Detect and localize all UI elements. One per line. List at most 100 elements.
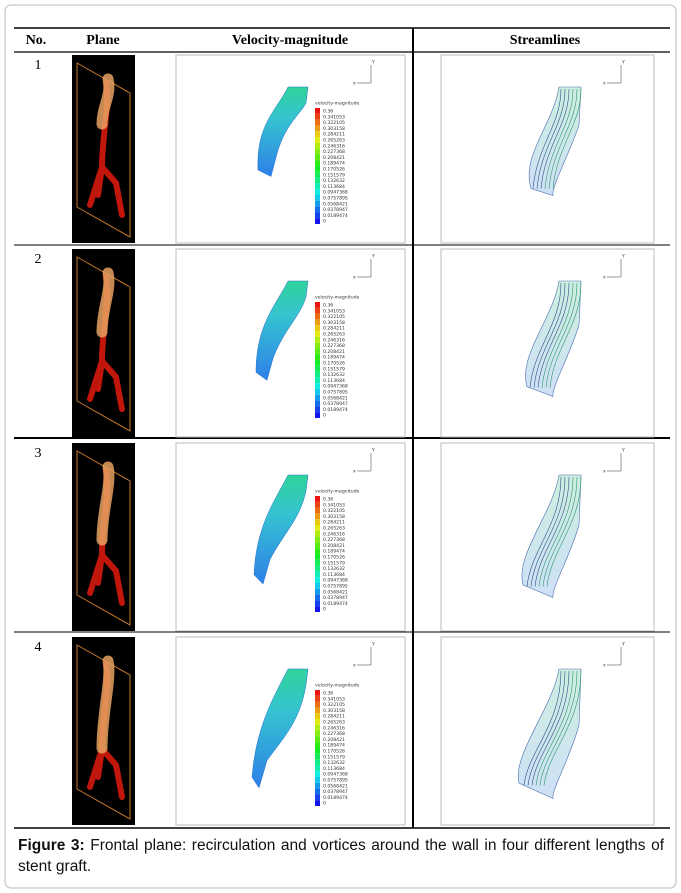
legend-label: 0.265263 xyxy=(323,138,345,144)
colorbar-swatch xyxy=(315,319,320,325)
axis-label: Y xyxy=(371,60,375,66)
colorbar-swatch xyxy=(315,531,320,537)
row-number: 4 xyxy=(35,640,42,655)
colorbar-swatch xyxy=(315,713,320,719)
legend-label: 0.246316 xyxy=(323,143,345,149)
legend-label: 0 xyxy=(323,801,326,807)
legend-label: 0.132632 xyxy=(323,178,345,184)
legend-title: velocity-magnitude xyxy=(315,683,360,689)
colorbar-swatch xyxy=(315,160,320,166)
axis-label: x xyxy=(353,82,356,87)
axis-label: x xyxy=(603,664,606,669)
legend-label: 0.36 xyxy=(323,497,333,503)
colorbar-swatch xyxy=(315,566,320,572)
legend-label: 0.0378947 xyxy=(323,207,348,213)
legend-label: 0.0757895 xyxy=(323,390,348,396)
legend-label: 0.246316 xyxy=(323,337,345,343)
colorbar-swatch xyxy=(315,337,320,343)
colorbar-swatch xyxy=(315,719,320,725)
legend-label: 0.341053 xyxy=(323,696,345,702)
colorbar-swatch xyxy=(315,377,320,383)
legend-label: 0.132632 xyxy=(323,760,345,766)
axis-label: Y xyxy=(621,254,625,260)
colorbar-swatch xyxy=(315,783,320,789)
colorbar-swatch xyxy=(315,760,320,766)
header: Velocity-magnitude xyxy=(232,33,348,48)
legend-label: 0.227368 xyxy=(323,149,345,155)
legend-label: 0.0568421 xyxy=(323,395,348,401)
legend-label: 0.0947368 xyxy=(323,384,348,390)
plane-image xyxy=(72,637,135,825)
header: Plane xyxy=(86,33,119,48)
colorbar-swatch xyxy=(315,360,320,366)
colorbar-swatch xyxy=(315,201,320,207)
legend-label: 0.113684 xyxy=(323,766,345,772)
colorbar-swatch xyxy=(315,707,320,713)
axis-label: x xyxy=(353,664,356,669)
row-number: 3 xyxy=(35,446,42,461)
axis-label: x xyxy=(353,276,356,281)
legend-label: 0.0947368 xyxy=(323,772,348,778)
colorbar-swatch xyxy=(315,218,320,224)
legend-label: 0.0189474 xyxy=(323,213,348,219)
colorbar-swatch xyxy=(315,395,320,401)
legend-label: 0.189474 xyxy=(323,549,345,555)
legend-label: 0.322105 xyxy=(323,508,345,514)
legend-label: 0.322105 xyxy=(323,702,345,708)
colorbar-swatch xyxy=(315,149,320,155)
figure: No. Plane Velocity-magnitude Streamlines… xyxy=(0,0,681,893)
legend-title: velocity-magnitude xyxy=(315,101,360,107)
plane-image xyxy=(72,55,135,243)
colorbar-swatch xyxy=(315,519,320,525)
colorbar-swatch xyxy=(315,114,320,120)
legend-label: 0.208421 xyxy=(323,155,345,161)
streamlines-panel: xY xyxy=(441,443,654,631)
colorbar-swatch xyxy=(315,366,320,372)
colorbar-swatch xyxy=(315,354,320,360)
axis-label: Y xyxy=(621,448,625,454)
legend-label: 0.36 xyxy=(323,109,333,115)
legend-label: 0.132632 xyxy=(323,566,345,572)
colorbar-swatch xyxy=(315,125,320,131)
colorbar-swatch xyxy=(315,401,320,407)
velocity-panel: xYvelocity-magnitude0.360.3410530.322105… xyxy=(176,55,405,243)
legend-label: 0.113684 xyxy=(323,184,345,190)
legend-label: 0.246316 xyxy=(323,725,345,731)
colorbar-swatch xyxy=(315,412,320,418)
colorbar-swatch xyxy=(315,789,320,795)
legend-label: 0.303158 xyxy=(323,320,345,326)
colorbar-swatch xyxy=(315,513,320,519)
colorbar-swatch xyxy=(315,696,320,702)
caption-label: Figure 3: xyxy=(18,837,85,854)
legend-label: 0.284211 xyxy=(323,132,345,138)
legend-label: 0.227368 xyxy=(323,731,345,737)
colorbar-swatch xyxy=(315,765,320,771)
colorbar-swatch xyxy=(315,554,320,560)
colorbar-swatch xyxy=(315,508,320,514)
legend-label: 0 xyxy=(323,413,326,419)
legend-label: 0.284211 xyxy=(323,326,345,332)
axis-label: Y xyxy=(371,254,375,260)
colorbar-swatch xyxy=(315,172,320,178)
axis-label: Y xyxy=(371,642,375,648)
axis-label: x xyxy=(603,470,606,475)
colorbar-swatch xyxy=(315,583,320,589)
legend-label: 0.0378947 xyxy=(323,789,348,795)
colorbar-swatch xyxy=(315,542,320,548)
caption: Figure 3: Frontal plane: recirculation a… xyxy=(18,835,664,877)
legend-label: 0.341053 xyxy=(323,502,345,508)
colorbar-swatch xyxy=(315,137,320,143)
colorbar-swatch xyxy=(315,166,320,172)
row-number: 2 xyxy=(35,252,42,267)
legend-label: 0.208421 xyxy=(323,737,345,743)
colorbar-swatch xyxy=(315,348,320,354)
colorbar-swatch xyxy=(315,143,320,149)
velocity-panel: xYvelocity-magnitude0.360.3410530.322105… xyxy=(176,249,405,437)
colorbar-swatch xyxy=(315,754,320,760)
colorbar-swatch xyxy=(315,406,320,412)
colorbar-swatch xyxy=(315,189,320,195)
axis-label: x xyxy=(603,276,606,281)
legend-label: 0.151579 xyxy=(323,172,345,178)
legend-label: 0.151579 xyxy=(323,366,345,372)
colorbar-swatch xyxy=(315,606,320,612)
